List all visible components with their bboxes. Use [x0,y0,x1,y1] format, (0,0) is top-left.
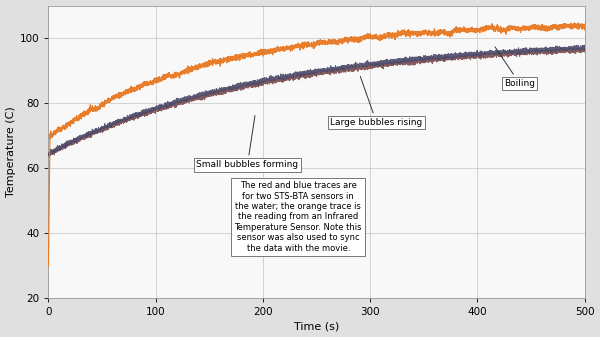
Text: Small bubbles forming: Small bubbles forming [196,116,299,170]
Y-axis label: Temperature (C): Temperature (C) [5,106,16,197]
Text: Boiling: Boiling [495,47,535,88]
X-axis label: Time (s): Time (s) [294,321,339,332]
Text: Large bubbles rising: Large bubbles rising [331,76,422,127]
Text: The red and blue traces are
for two STS-BTA sensors in
the water; the orange tra: The red and blue traces are for two STS-… [235,181,362,252]
